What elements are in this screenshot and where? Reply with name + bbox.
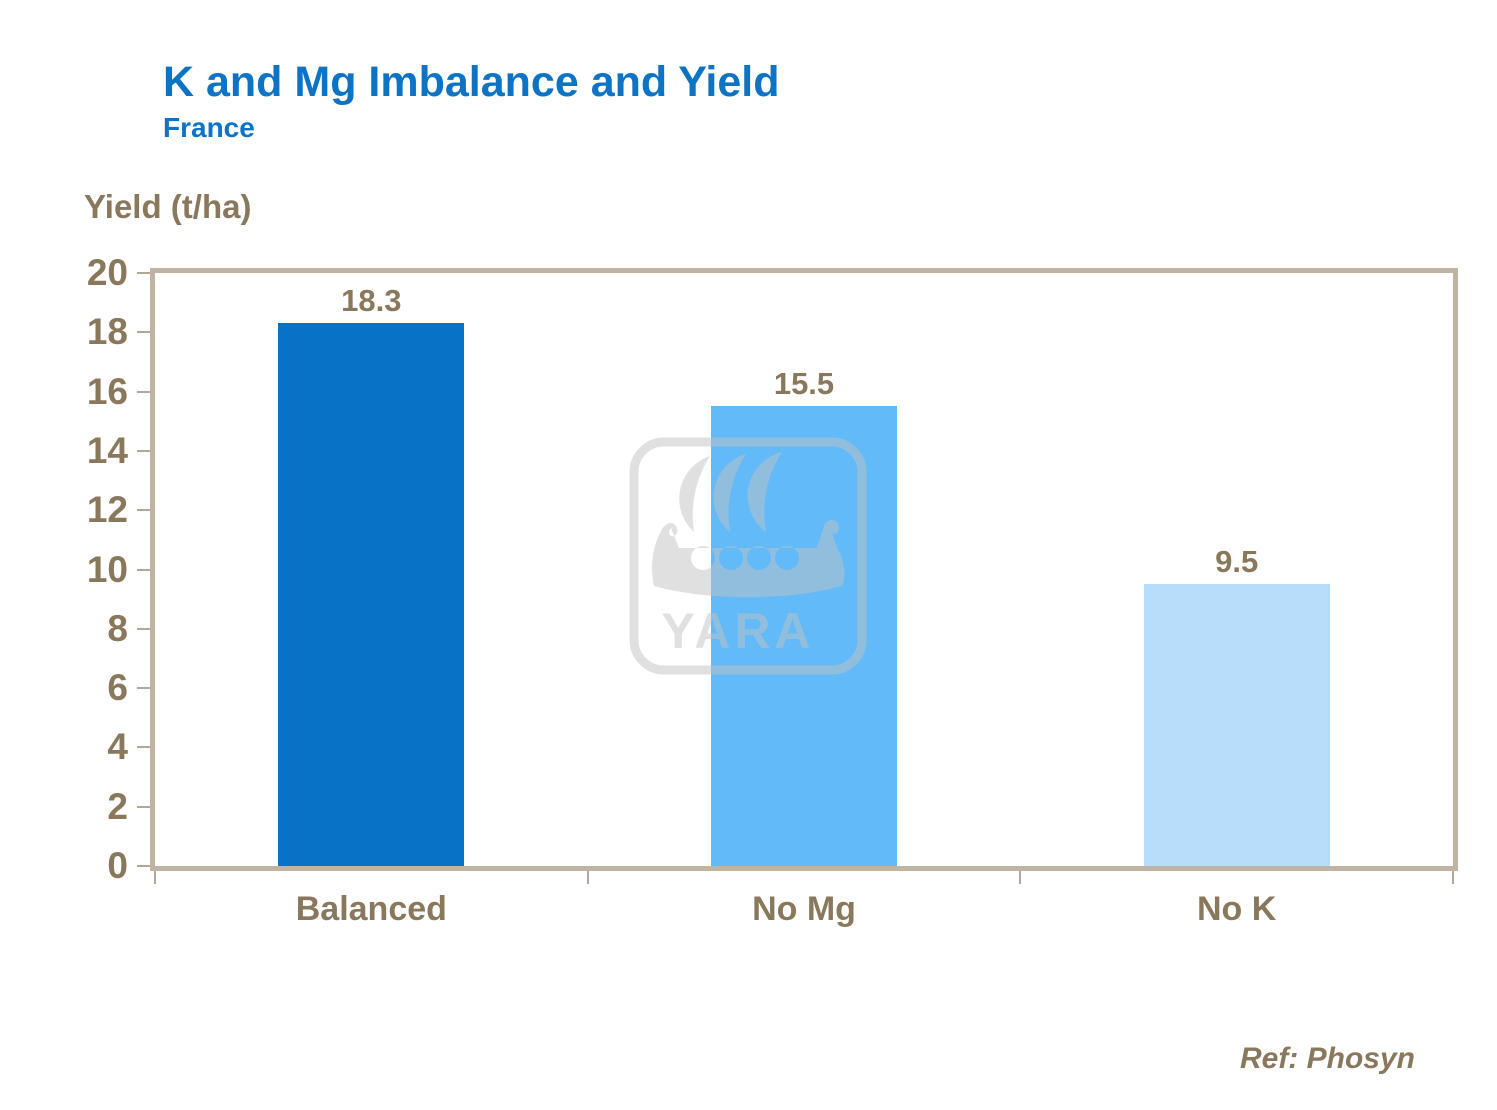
x-axis-tick-mark (154, 871, 156, 884)
y-axis-tick-mark (137, 331, 150, 334)
y-axis-tick-label: 14 (86, 429, 128, 471)
x-axis-category-label: No K (1196, 890, 1277, 928)
bar-no-mg (711, 406, 897, 866)
y-axis-tick-label: 20 (86, 252, 128, 293)
y-axis-tick-label: 12 (86, 489, 128, 531)
y-axis-tick-mark (137, 449, 150, 452)
reference-note: Ref: Phosyn (1239, 1042, 1415, 1075)
y-axis-tick-label: 6 (107, 667, 128, 709)
bar-balanced (278, 323, 465, 866)
page-subtitle: France (163, 112, 255, 143)
y-axis-tick-label: 10 (86, 548, 128, 590)
x-axis-tick-mark (1019, 871, 1022, 884)
x-axis-category-label: No Mg (752, 890, 856, 928)
y-axis-tick-label: 2 (107, 785, 128, 827)
bar-value-label: 18.3 (341, 283, 402, 318)
y-axis-title: Yield (t/ha) (84, 188, 252, 225)
page-title: K and Mg Imbalance and Yield (163, 58, 780, 106)
y-axis-tick-label: 8 (107, 607, 128, 649)
y-axis-tick-label: 18 (86, 311, 128, 353)
y-axis-tick-mark (137, 509, 150, 512)
x-axis-tick-mark (586, 871, 589, 884)
y-axis-tick-label: 16 (86, 370, 128, 412)
x-axis-tick-mark (1452, 871, 1454, 884)
x-axis-category-label: Balanced (295, 890, 447, 928)
y-axis-tick-mark (137, 627, 150, 630)
y-axis-tick-mark (137, 390, 150, 393)
y-axis-tick-label: 0 (107, 845, 128, 886)
y-axis-tick-mark (137, 687, 150, 690)
bar-no-k (1143, 584, 1330, 866)
bar-value-label: 15.5 (773, 366, 835, 401)
bar-value-label: 9.5 (1215, 544, 1259, 579)
y-axis-tick-mark (137, 746, 150, 749)
y-axis-tick-mark (137, 272, 150, 274)
y-axis-tick-label: 4 (107, 726, 128, 768)
y-axis-tick-mark (137, 805, 150, 808)
y-axis-tick-mark (137, 865, 150, 867)
y-axis-tick-mark (137, 568, 150, 571)
